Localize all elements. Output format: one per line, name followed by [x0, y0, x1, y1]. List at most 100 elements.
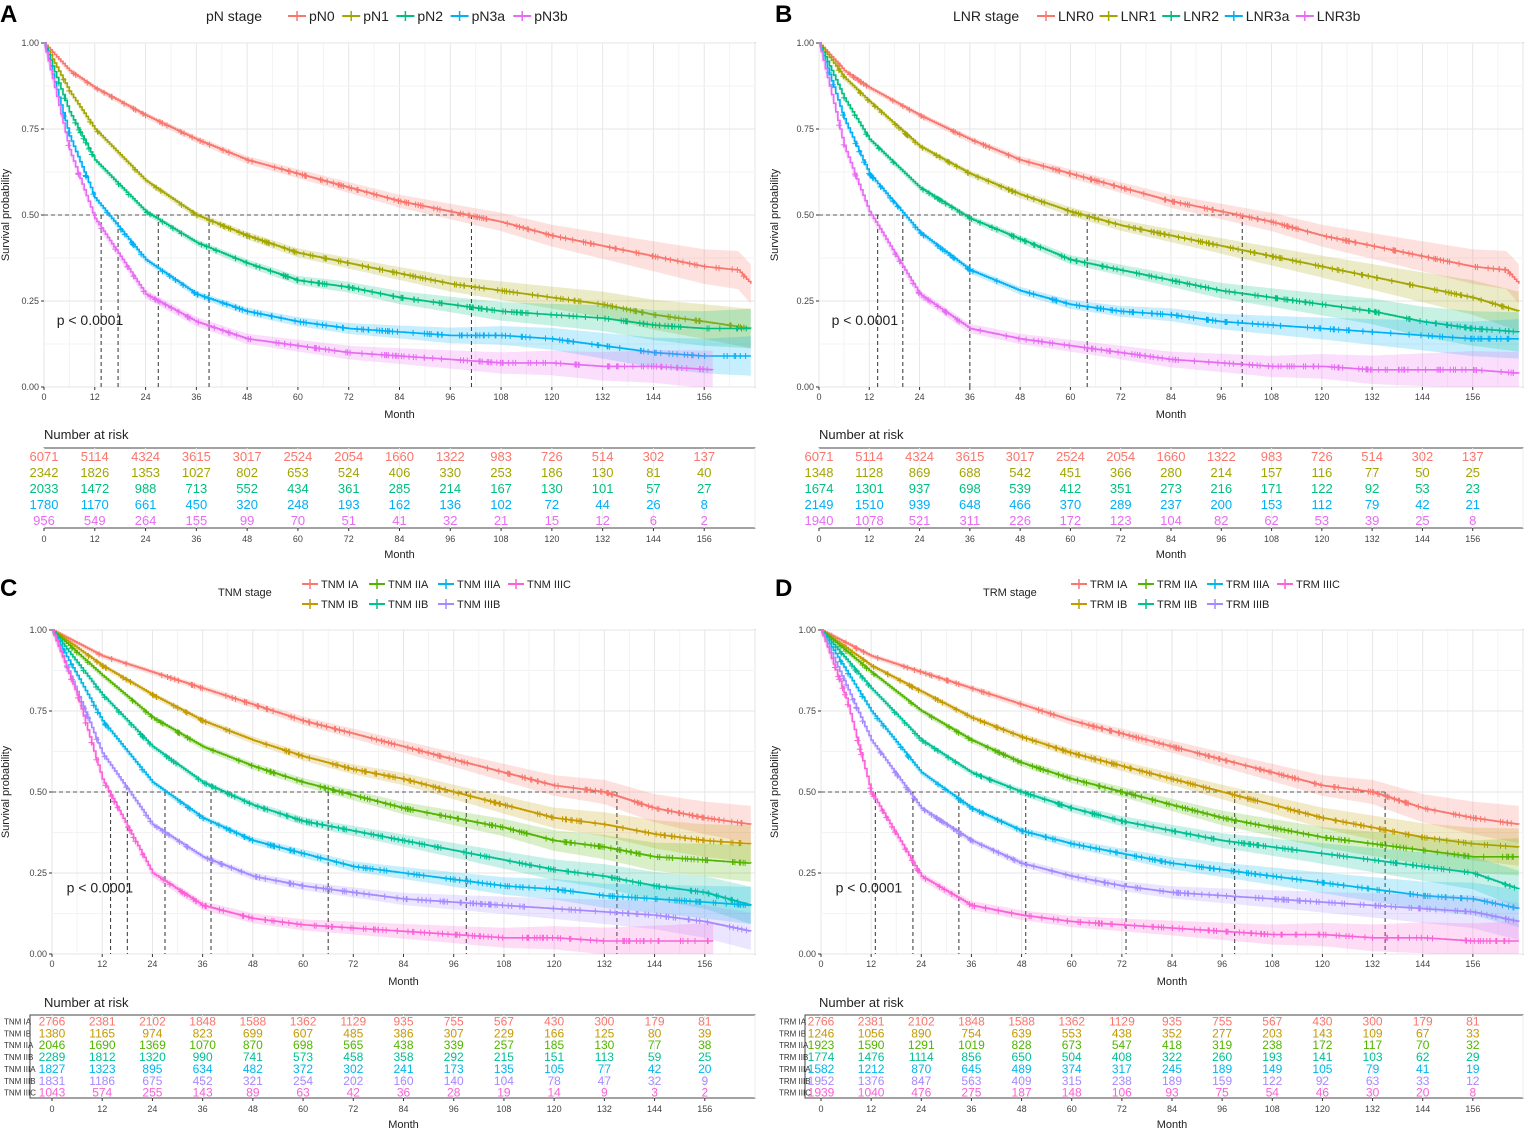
risk-cell: 214 [439, 481, 461, 496]
legend-item: LNR2 [1162, 8, 1219, 24]
risk-cell: 574 [92, 1086, 112, 1100]
series-lnr3b [819, 42, 1520, 387]
legend-item: TNM IA [302, 579, 359, 591]
risk-x-tick-label: 36 [965, 534, 975, 544]
confidence-band [52, 630, 751, 843]
risk-cell: 1380 [39, 1026, 66, 1040]
risk-cell: 63 [296, 1086, 310, 1100]
legend-label: TRM IIIA [1226, 579, 1270, 591]
series-trm-ia [821, 629, 1520, 843]
risk-cell: 482 [243, 1062, 263, 1076]
series-pn3b [44, 42, 714, 387]
legend-item: TNM IIB [369, 599, 428, 611]
risk-cell: 264 [135, 513, 157, 528]
risk-x-tick-label: 156 [697, 1104, 712, 1114]
risk-cell: 137 [693, 449, 715, 464]
risk-cell: 1588 [1008, 1014, 1035, 1028]
risk-cell: 135 [494, 1062, 514, 1076]
risk-row-label: TRM IIB [779, 1053, 808, 1062]
censor-marks [841, 94, 1517, 335]
risk-cell: 823 [193, 1026, 213, 1040]
median-lines [52, 791, 618, 954]
risk-cell: 2381 [858, 1014, 885, 1028]
risk-cell: 92 [1365, 481, 1379, 496]
risk-cell: 106 [1112, 1086, 1132, 1100]
risk-cell: 1660 [1157, 449, 1186, 464]
risk-cell: 713 [186, 481, 208, 496]
risk-cell: 458 [343, 1050, 363, 1064]
risk-cell: 300 [1363, 1014, 1383, 1028]
censor-marks [61, 113, 749, 359]
risk-cell: 245 [1162, 1062, 1182, 1076]
x-axis-label: Month [384, 409, 415, 421]
x-tick-label: 60 [1065, 392, 1075, 402]
risk-x-tick-label: 24 [147, 1104, 157, 1114]
y-axis-label: Survival probability [0, 168, 12, 261]
risk-x-tick-label: 144 [1415, 534, 1430, 544]
risk-cell: 565 [343, 1038, 363, 1052]
risk-cell: 5114 [855, 449, 883, 464]
x-tick-label: 156 [697, 959, 712, 969]
risk-x-tick-label: 108 [1265, 1104, 1280, 1114]
risk-cell: 187 [1012, 1086, 1032, 1100]
risk-cell: 117 [1363, 1038, 1382, 1052]
risk-cell: 79 [1366, 1062, 1380, 1076]
legend-item: TNM IIA [369, 579, 429, 591]
legend-item: TNM IIIA [438, 579, 501, 591]
risk-cell: 33 [1466, 1026, 1480, 1040]
risk-cell: 434 [287, 481, 309, 496]
risk-cell: 567 [494, 1014, 514, 1028]
risk-x-tick-label: 108 [1264, 534, 1279, 544]
risk-cell: 2033 [30, 481, 59, 496]
x-tick-label: 108 [494, 392, 509, 402]
risk-cell: 890 [911, 1026, 931, 1040]
series-lnr0 [819, 42, 1520, 304]
x-tick-label: 60 [298, 959, 308, 969]
risk-cell: 741 [243, 1050, 263, 1064]
risk-cell: 698 [959, 481, 981, 496]
risk-row: TNM IIIA 1827 1323 895 634 482 372 302 241 173 135… [4, 1062, 712, 1076]
risk-cell: 25 [698, 1050, 712, 1064]
risk-cell: 162 [389, 497, 411, 512]
risk-cell: 3615 [182, 449, 211, 464]
risk-cell: 870 [243, 1038, 263, 1052]
risk-cell: 72 [545, 497, 559, 512]
censor-marks [836, 62, 1513, 277]
censor-marks [831, 664, 1512, 944]
legend: TNM stage TNM IA TNM IB TNM IIA TNM IIB TNM I… [218, 579, 571, 611]
risk-x-tick-label: 84 [1167, 1104, 1177, 1114]
risk-x-tick-label: 0 [818, 1104, 823, 1114]
x-axis-label: Month [388, 976, 419, 988]
x-tick-label: 24 [916, 959, 926, 969]
risk-table-title: Number at risk [819, 995, 904, 1010]
confidence-band [52, 630, 751, 924]
risk-cell: 567 [1262, 1014, 1282, 1028]
risk-cell: 1812 [89, 1050, 116, 1064]
legend: LNR stage LNR0 LNR1 LNR2 LNR3a LNR3b [953, 8, 1361, 24]
risk-cell: 255 [142, 1086, 162, 1100]
risk-cell: 1848 [189, 1014, 216, 1028]
risk-cell: 32 [443, 513, 457, 528]
risk-cell: 358 [393, 1050, 413, 1064]
x-tick-label: 132 [595, 392, 610, 402]
x-tick-label: 48 [242, 392, 252, 402]
risk-x-tick-label: 96 [1217, 1104, 1227, 1114]
risk-cell: 549 [84, 513, 106, 528]
risk-cell: 2342 [30, 465, 59, 480]
y-axis: 0.00 0.25 0.50 0.75 1.00 Survival probability [0, 625, 52, 959]
risk-row: TNM IIIB 1831 1186 675 452 321 254 202 160 140 104… [4, 1074, 708, 1088]
risk-x-tick-label: 132 [595, 534, 610, 544]
risk-x-tick-label: 60 [1065, 534, 1075, 544]
risk-cell: 476 [911, 1086, 931, 1100]
risk-cell: 214 [1210, 465, 1232, 480]
risk-cell: 6071 [30, 449, 59, 464]
risk-cell: 1952 [808, 1074, 835, 1088]
censor-marks [80, 667, 741, 905]
risk-cell: 1070 [189, 1038, 216, 1052]
p-value-label: p < 0.0001 [67, 879, 134, 895]
risk-row: 1674 1301 937 698 539 412 351 273 216 171 122 92 53 2… [805, 481, 1480, 496]
legend-item: pN2 [396, 8, 443, 24]
